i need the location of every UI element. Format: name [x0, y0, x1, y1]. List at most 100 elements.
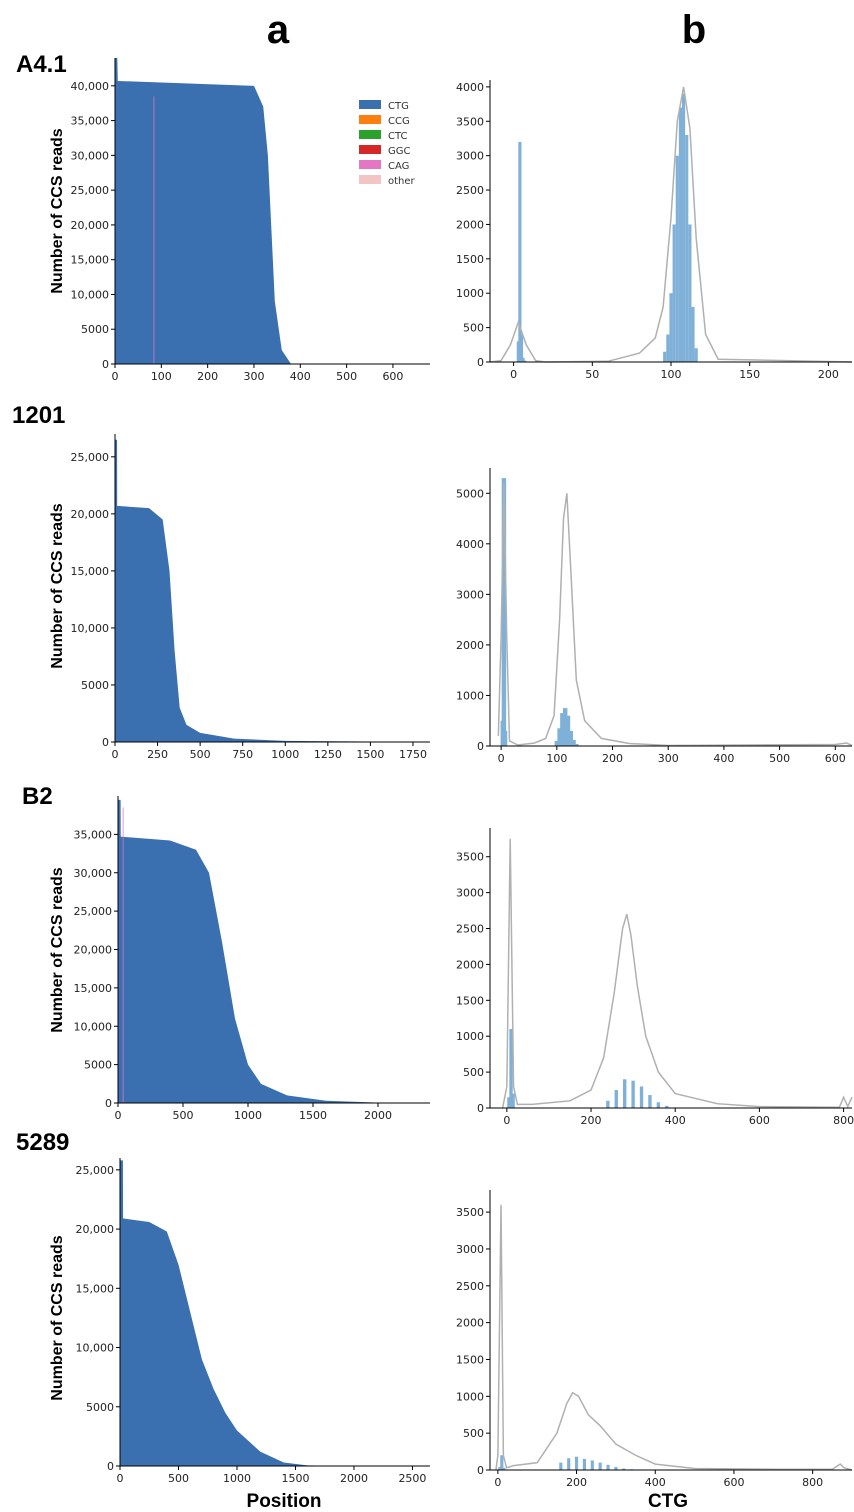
y-tick-label: 10,000 — [74, 1020, 113, 1033]
hist-bar — [502, 1467, 506, 1470]
y-tick-label: 25,000 — [76, 1164, 115, 1177]
hist-bar — [574, 1456, 579, 1470]
y-tick-label: 500 — [463, 1066, 484, 1079]
hist-bar — [598, 1462, 602, 1470]
hist-bar — [501, 478, 507, 746]
y-tick-label: 3000 — [456, 887, 484, 900]
x-tick-label: 600 — [723, 1476, 744, 1489]
hist-bar — [518, 141, 522, 362]
y-tick-label: 0 — [477, 356, 484, 369]
hist-bar — [560, 713, 565, 746]
y-tick-label: 20,000 — [71, 219, 110, 232]
y-tick-label: 5000 — [81, 679, 109, 692]
column-label-a: a — [267, 8, 290, 52]
hist-bar — [669, 293, 673, 362]
y-axis-label-B2: Number of CCS reads — [49, 867, 66, 1032]
hist-bar — [688, 224, 692, 362]
y-tick-label: 0 — [107, 1460, 114, 1473]
chart-A4.1-a: 0500010,00015,00020,00025,00030,00035,00… — [71, 58, 430, 383]
x-tick-label: 600 — [825, 752, 846, 765]
legend-label-CTC: CTC — [388, 131, 408, 142]
x-tick-label: 750 — [232, 748, 253, 761]
hist-bar — [571, 739, 576, 746]
chart-5289-b: 0 500 1000 1500 2000 2500 3000 3500 0 200 400 600 80… — [456, 1190, 853, 1489]
chart-A4.1-b: 0 500 1000 1500 2000 2500 3000 3500 4000 0 50 100 15… — [456, 80, 853, 381]
legend-swatch-GGC — [359, 145, 381, 154]
y-axis-label-5289: Number of CCS reads — [49, 1235, 66, 1400]
x-tick-label: 1000 — [223, 1472, 251, 1485]
x-tick-label: 0 — [112, 370, 119, 383]
x-tick-label: 300 — [243, 370, 264, 383]
x-tick-label: 1500 — [281, 1472, 309, 1485]
area-series-CTG — [120, 1160, 430, 1466]
x-tick-label: 1500 — [356, 748, 384, 761]
y-tick-label: 0 — [102, 358, 109, 371]
y-tick-label: 10,000 — [71, 622, 110, 635]
hist-bar — [500, 1455, 504, 1470]
y-tick-label: 25,000 — [74, 905, 113, 918]
hist-bar — [648, 1095, 652, 1108]
plots-layer: 0500010,00015,00020,00025,00030,00035,00… — [71, 58, 854, 1489]
area-series-CTG — [118, 799, 430, 1103]
y-tick-label: 0 — [477, 1464, 484, 1477]
hist-bar — [582, 1458, 587, 1470]
legend-label-CCG: CCG — [388, 116, 410, 127]
legend-swatch-CCG — [359, 115, 381, 124]
y-tick-label: 1000 — [456, 1030, 484, 1043]
hist-bar — [691, 306, 695, 362]
y-tick-label: 4000 — [456, 538, 484, 551]
x-axis-label-ctg: CTG — [648, 1491, 688, 1512]
y-tick-label: 35,000 — [71, 115, 110, 128]
y-tick-label: 15,000 — [71, 565, 110, 578]
x-tick-label: 0 — [510, 368, 517, 381]
hist-bar — [554, 740, 560, 746]
x-tick-label: 200 — [566, 1476, 587, 1489]
y-tick-label: 1000 — [456, 1390, 484, 1403]
hist-bar — [606, 1464, 610, 1470]
hist-bar — [511, 1093, 515, 1108]
y-tick-label: 5000 — [86, 1401, 114, 1414]
x-tick-label: 1250 — [314, 748, 342, 761]
x-tick-label: 1500 — [299, 1109, 327, 1122]
y-tick-label: 1000 — [456, 287, 484, 300]
hist-bar — [694, 348, 698, 362]
y-tick-label: 0 — [105, 1097, 112, 1110]
y-tick-label: 1000 — [456, 689, 484, 702]
x-tick-label: 600 — [749, 1114, 770, 1127]
x-tick-label: 1000 — [271, 748, 299, 761]
y-tick-label: 3500 — [456, 851, 484, 864]
x-axis-label-position: Position — [247, 1491, 322, 1512]
y-tick-label: 25,000 — [71, 184, 110, 197]
x-tick-label: 500 — [336, 370, 357, 383]
legend-label-CTG: CTG — [388, 101, 409, 112]
y-tick-label: 15,000 — [71, 254, 110, 267]
y-tick-label: 1500 — [456, 1353, 484, 1366]
hist-bar — [565, 715, 571, 746]
x-tick-label: 100 — [661, 368, 682, 381]
x-tick-label: 600 — [382, 370, 403, 383]
y-tick-label: 40,000 — [71, 80, 110, 93]
hist-bar — [623, 1079, 627, 1108]
y-tick-label: 3000 — [456, 1243, 484, 1256]
hist-bar — [590, 1460, 594, 1470]
hist-bar — [519, 334, 524, 362]
legend-label-GGC: GGC — [388, 146, 410, 157]
x-tick-label: 400 — [713, 752, 734, 765]
y-tick-label: 20,000 — [76, 1223, 115, 1236]
y-tick-label: 10,000 — [71, 288, 110, 301]
chart-1201-b: 0 1000 2000 3000 4000 5000 0 100 200 300 400 500 600 — [456, 468, 853, 765]
x-tick-label: 2000 — [340, 1472, 368, 1485]
x-tick-label: 400 — [665, 1114, 686, 1127]
x-tick-label: 200 — [818, 368, 839, 381]
x-tick-label: 800 — [802, 1476, 823, 1489]
row-label-A4.1: A4.1 — [16, 51, 67, 78]
y-tick-label: 2000 — [456, 958, 484, 971]
x-tick-label: 500 — [190, 748, 211, 761]
hist-bar — [622, 1468, 626, 1470]
area-series-CTG — [115, 439, 430, 742]
legend-label-other: other — [388, 176, 416, 187]
x-tick-label: 400 — [645, 1476, 666, 1489]
hist-bar — [498, 1467, 502, 1470]
hist-bar — [568, 730, 573, 746]
y-tick-label: 0 — [477, 740, 484, 753]
